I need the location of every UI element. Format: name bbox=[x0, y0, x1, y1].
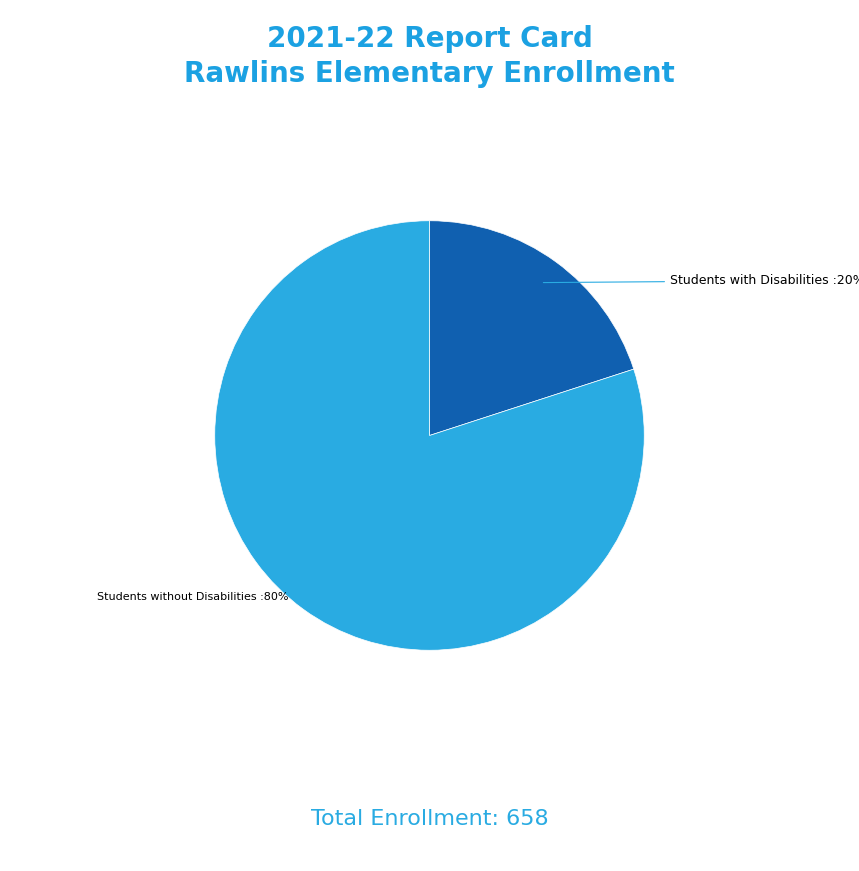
Text: Total Enrollment: 658: Total Enrollment: 658 bbox=[311, 809, 548, 828]
Text: Rawlins Elementary Enrollment: Rawlins Elementary Enrollment bbox=[184, 60, 675, 88]
Wedge shape bbox=[430, 220, 634, 436]
Text: 2021-22 Report Card: 2021-22 Report Card bbox=[266, 25, 593, 53]
Wedge shape bbox=[215, 220, 644, 651]
Text: Students without Disabilities :80%: Students without Disabilities :80% bbox=[96, 591, 311, 602]
Text: Students with Disabilities :20%: Students with Disabilities :20% bbox=[544, 274, 859, 287]
